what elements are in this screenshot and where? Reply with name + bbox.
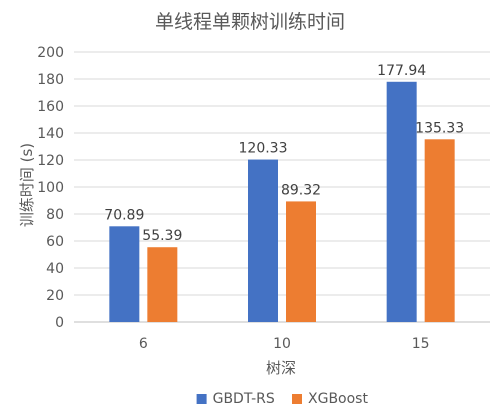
data-label: 135.33 bbox=[415, 120, 464, 136]
y-tick-label: 120 bbox=[37, 153, 64, 169]
y-tick-label: 80 bbox=[46, 207, 64, 223]
y-tick-label: 100 bbox=[37, 180, 64, 196]
x-axis: 6 10 15 bbox=[139, 336, 430, 352]
legend-label: XGBoost bbox=[308, 391, 368, 407]
data-label: 120.33 bbox=[239, 141, 288, 157]
bar-gbdt-rs-15 bbox=[386, 81, 417, 322]
x-axis-title: 树深 bbox=[266, 359, 296, 377]
legend: GBDT-RS XGBoost bbox=[196, 391, 368, 407]
y-tick-label: 140 bbox=[37, 126, 64, 142]
y-axis-title: 训练时间 (s) bbox=[18, 143, 36, 227]
legend-swatch bbox=[292, 394, 302, 404]
bar-gbdt-rs-6 bbox=[109, 226, 140, 322]
data-label: 70.89 bbox=[104, 207, 144, 223]
y-tick-label: 200 bbox=[37, 45, 64, 61]
bar-xgboost-15 bbox=[424, 139, 455, 322]
x-tick-label: 10 bbox=[273, 336, 291, 352]
chart-title: 单线程单颗树训练时间 bbox=[155, 11, 345, 33]
bar-gbdt-rs-10 bbox=[248, 159, 278, 322]
bar-xgboost-10 bbox=[286, 201, 316, 322]
data-label: 177.94 bbox=[377, 63, 426, 79]
data-label: 55.39 bbox=[142, 228, 182, 244]
y-tick-label: 60 bbox=[46, 234, 64, 250]
y-tick-label: 160 bbox=[37, 99, 64, 115]
data-label: 89.32 bbox=[281, 182, 321, 198]
legend-item-xgboost: XGBoost bbox=[292, 391, 368, 407]
bar-xgboost-6 bbox=[147, 247, 178, 322]
x-tick-label: 6 bbox=[139, 336, 148, 352]
legend-item-gbdt-rs: GBDT-RS bbox=[196, 391, 275, 407]
data-labels: 70.89 55.39 120.33 89.32 177.94 135.33 bbox=[104, 63, 464, 244]
legend-label: GBDT-RS bbox=[213, 391, 275, 407]
legend-swatch bbox=[196, 394, 207, 404]
y-tick-label: 20 bbox=[46, 288, 64, 304]
y-tick-label: 40 bbox=[46, 261, 64, 277]
bars bbox=[109, 81, 455, 322]
y-axis: 0 20 40 60 80 100 120 140 160 180 200 bbox=[37, 45, 64, 331]
y-tick-label: 0 bbox=[55, 315, 64, 331]
gridlines bbox=[74, 51, 490, 323]
y-tick-label: 180 bbox=[37, 72, 64, 88]
x-tick-label: 15 bbox=[412, 336, 430, 352]
